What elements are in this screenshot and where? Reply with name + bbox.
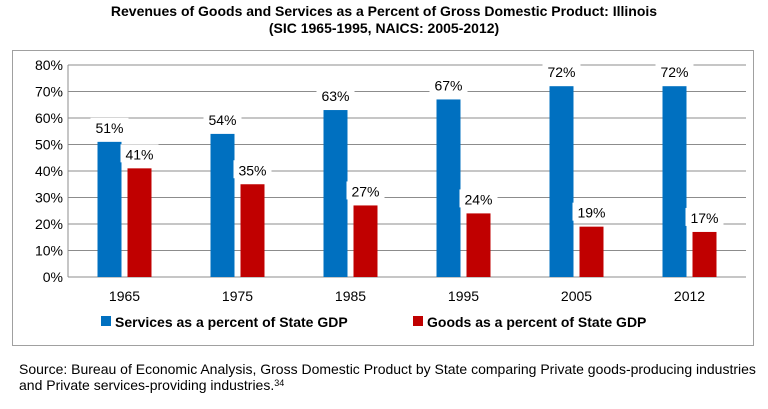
data-label-bg — [429, 75, 468, 94]
data-label-bg — [346, 181, 385, 200]
source-note: Source: Bureau of Economic Analysis, Gro… — [19, 361, 759, 393]
data-label-bg — [542, 62, 581, 81]
y-tick-label: 30% — [35, 190, 63, 206]
x-tick-label: 2005 — [561, 288, 592, 304]
data-label: 51% — [95, 120, 123, 136]
data-label: 72% — [660, 64, 688, 80]
chart-area: 0% 10% 20% 30% 40% 50% 60% 70% 80% 1965 51% 41% 1975… — [12, 50, 754, 346]
goods-bar — [466, 213, 491, 277]
data-label: 27% — [351, 183, 379, 199]
x-tick-label: 1975 — [222, 288, 253, 304]
data-label: 54% — [208, 112, 236, 128]
y-tick-label: 70% — [35, 84, 63, 100]
y-tick-label: 40% — [35, 163, 63, 179]
legend-swatch — [413, 316, 423, 326]
y-tick-label: 0% — [43, 269, 63, 285]
data-label: 17% — [690, 210, 718, 226]
data-label-bg — [685, 207, 724, 226]
x-tick-label: 1985 — [335, 288, 366, 304]
data-label: 41% — [125, 146, 153, 162]
chart-title-line-1: Revenues of Goods and Services as a Perc… — [110, 3, 658, 19]
goods-bar — [353, 205, 378, 277]
y-tick-label: 60% — [35, 110, 63, 126]
chart-title-line-2: (SIC 1965-1995, NAICS: 2005-2012) — [268, 20, 500, 36]
y-tick-label: 20% — [35, 216, 63, 232]
x-tick-label: 1965 — [109, 288, 140, 304]
data-label-bg — [655, 62, 694, 81]
services-bar — [436, 99, 461, 277]
y-tick-label: 10% — [35, 243, 63, 259]
services-bar — [549, 86, 574, 277]
data-label-bg — [203, 109, 242, 128]
data-label-bg — [90, 117, 129, 136]
legend-swatch — [101, 316, 111, 326]
data-label-bg — [572, 202, 611, 221]
data-label: 19% — [577, 205, 605, 221]
data-label-bg — [316, 86, 355, 105]
data-label: 63% — [321, 88, 349, 104]
goods-bar — [127, 168, 152, 277]
services-bar — [662, 86, 687, 277]
services-bar — [323, 110, 348, 277]
source-text: Source: Bureau of Economic Analysis, Gro… — [19, 361, 756, 393]
data-label-bg — [459, 189, 498, 208]
goods-bar — [240, 184, 265, 277]
legend-label: Services as a percent of State GDP — [115, 314, 348, 330]
legend-label: Goods as a percent of State GDP — [427, 314, 646, 330]
goods-bar — [692, 231, 717, 277]
data-label-bg — [120, 144, 159, 163]
x-tick-label: 1995 — [448, 288, 479, 304]
data-label: 35% — [238, 162, 266, 178]
data-label: 72% — [547, 64, 575, 80]
data-label: 67% — [434, 77, 462, 93]
x-tick-label: 2012 — [674, 288, 705, 304]
data-label-bg — [233, 160, 272, 179]
goods-bar — [579, 226, 604, 277]
data-label: 24% — [464, 191, 492, 207]
y-tick-label: 50% — [35, 137, 63, 153]
bar-chart: 0% 10% 20% 30% 40% 50% 60% 70% 80% 1965 51%41% 1975… — [35, 57, 746, 330]
services-bar — [97, 141, 122, 277]
y-tick-label: 80% — [35, 57, 63, 73]
services-bar — [210, 133, 235, 277]
source-footnote: 34 — [274, 378, 285, 388]
chart-title: Revenues of Goods and Services as a Perc… — [0, 3, 768, 37]
